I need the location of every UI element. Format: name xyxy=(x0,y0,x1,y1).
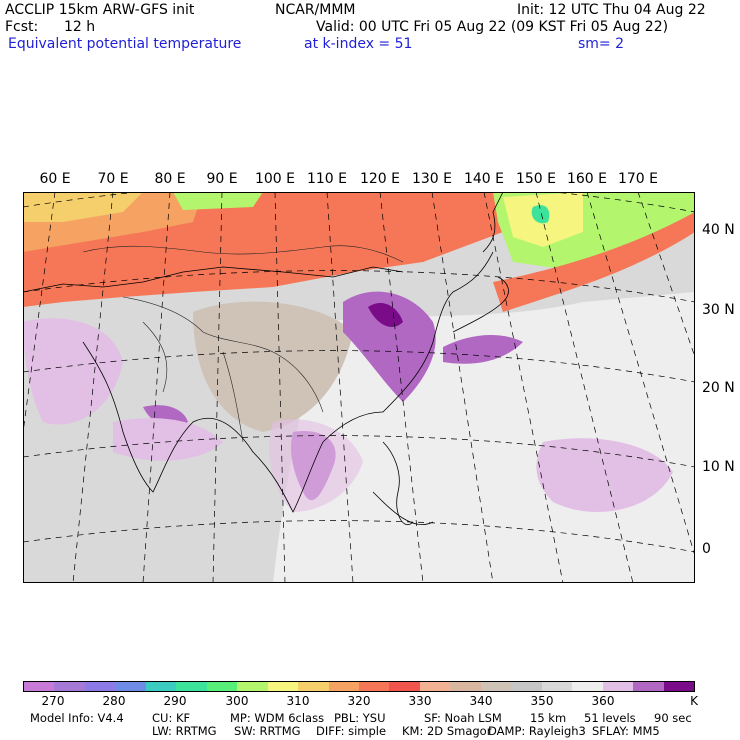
lon-label: 70 E xyxy=(97,171,129,187)
lon-label: 150 E xyxy=(515,171,557,187)
model-info: 51 levels xyxy=(584,711,636,725)
moist-peak-china xyxy=(368,302,403,327)
model-info: LW: RRTMG xyxy=(152,724,217,738)
colorbar-swatch xyxy=(450,682,481,691)
colorbar-swatch xyxy=(419,682,451,691)
theta-e-map xyxy=(23,192,695,583)
valid-time: Valid: 00 UTC Fri 05 Aug 22 (09 KST Fri … xyxy=(316,19,669,35)
level-index: at k-index = 51 xyxy=(304,36,413,52)
lat-label: 20 N xyxy=(702,380,735,396)
model-info: DIFF: simple xyxy=(316,724,387,738)
lon-label: 120 E xyxy=(359,171,401,187)
cold-core xyxy=(531,205,550,224)
colorbar-swatch xyxy=(511,682,542,691)
colorbar-swatch xyxy=(24,682,55,691)
colorbar-swatch xyxy=(176,682,207,691)
lon-label: 140 E xyxy=(463,171,505,187)
colorbar-swatch xyxy=(633,682,664,691)
colorbar-swatch xyxy=(206,682,238,691)
northwest-yellow xyxy=(23,192,143,222)
model-info: DAMP: Rayleigh3 xyxy=(488,724,586,738)
lon-label: 100 E xyxy=(254,171,296,187)
colorbar-swatch xyxy=(358,682,390,691)
fcst-value: 12 h xyxy=(64,19,96,35)
lon-label: 160 E xyxy=(566,171,608,187)
colorbar-swatch xyxy=(237,682,268,691)
lon-label: 80 E xyxy=(154,171,186,187)
model-info: KM: 2D Smagor xyxy=(402,724,492,738)
map-frame xyxy=(23,192,695,583)
colorbar-unit: K xyxy=(690,694,698,708)
lon-label: 130 E xyxy=(411,171,453,187)
lon-label: 170 E xyxy=(617,171,659,187)
model-info: PBL: YSU xyxy=(334,711,386,725)
colorbar-tick: 350 xyxy=(530,694,554,708)
fcst-label: Fcst: xyxy=(5,19,39,35)
lat-label: 40 N xyxy=(702,222,735,238)
smoothing: sm= 2 xyxy=(578,36,625,52)
init-time: Init: 12 UTC Thu 04 Aug 22 xyxy=(517,2,706,18)
graticule xyxy=(23,192,695,583)
model-info: SFLAY: MM5 xyxy=(592,724,660,738)
colorbar-swatch xyxy=(298,682,329,691)
lat-label: 10 N xyxy=(702,459,735,475)
model-info: 15 km xyxy=(530,711,567,725)
colorbar-swatch xyxy=(480,682,512,691)
coastlines xyxy=(23,192,509,525)
colorbar-swatch xyxy=(145,682,177,691)
model-info: MP: WDM 6class xyxy=(230,711,325,725)
colorbar-tick: 310 xyxy=(286,694,310,708)
colorbar-tick: 330 xyxy=(408,694,432,708)
lon-label: 60 E xyxy=(39,171,71,187)
field-name: Equivalent potential temperature xyxy=(8,36,242,52)
light-moist-india xyxy=(113,418,223,461)
colorbar-swatch xyxy=(602,682,634,691)
colorbar-tick: 320 xyxy=(347,694,371,708)
colorbar-swatch xyxy=(663,682,694,691)
model-title: ACCLIP 15km ARW-GFS init xyxy=(5,2,195,18)
plateau-dry xyxy=(193,301,353,432)
colorbar-tick: 290 xyxy=(163,694,187,708)
center-label: NCAR/MMM xyxy=(275,2,356,18)
colorbar-swatch xyxy=(572,682,603,691)
colorbar-swatch xyxy=(328,682,359,691)
moist-core-china xyxy=(343,291,436,402)
moist-japan xyxy=(443,335,523,364)
lon-label: 90 E xyxy=(206,171,238,187)
north-green xyxy=(173,192,263,210)
colorbar-tick: 300 xyxy=(225,694,249,708)
light-moist-west xyxy=(23,318,123,425)
borders xyxy=(82,245,404,443)
colorbar-swatch xyxy=(115,682,146,691)
lon-label: 110 E xyxy=(306,171,348,187)
colorbar xyxy=(23,681,695,692)
lat-label: 30 N xyxy=(702,302,735,318)
colorbar-swatch xyxy=(389,682,420,691)
northeast-warm-front xyxy=(493,212,695,312)
model-info: 90 sec xyxy=(654,711,692,725)
colorbar-tick: 340 xyxy=(469,694,493,708)
model-info: Model Info: V4.4 xyxy=(30,711,124,725)
model-info: SF: Noah LSM xyxy=(424,711,502,725)
colorbar-swatch xyxy=(267,682,299,691)
colorbar-swatch xyxy=(541,682,573,691)
colorbar-tick: 360 xyxy=(591,694,615,708)
colorbar-tick: 270 xyxy=(41,694,65,708)
lat-label: 0 xyxy=(702,541,711,557)
light-moist-pacific xyxy=(536,438,673,512)
light-moist-scs xyxy=(269,419,363,512)
colorbar-tick: 280 xyxy=(102,694,126,708)
colorbar-swatch xyxy=(84,682,116,691)
model-info: CU: KF xyxy=(152,711,191,725)
model-info: SW: RRTMG xyxy=(234,724,301,738)
colorbar-swatch xyxy=(54,682,85,691)
